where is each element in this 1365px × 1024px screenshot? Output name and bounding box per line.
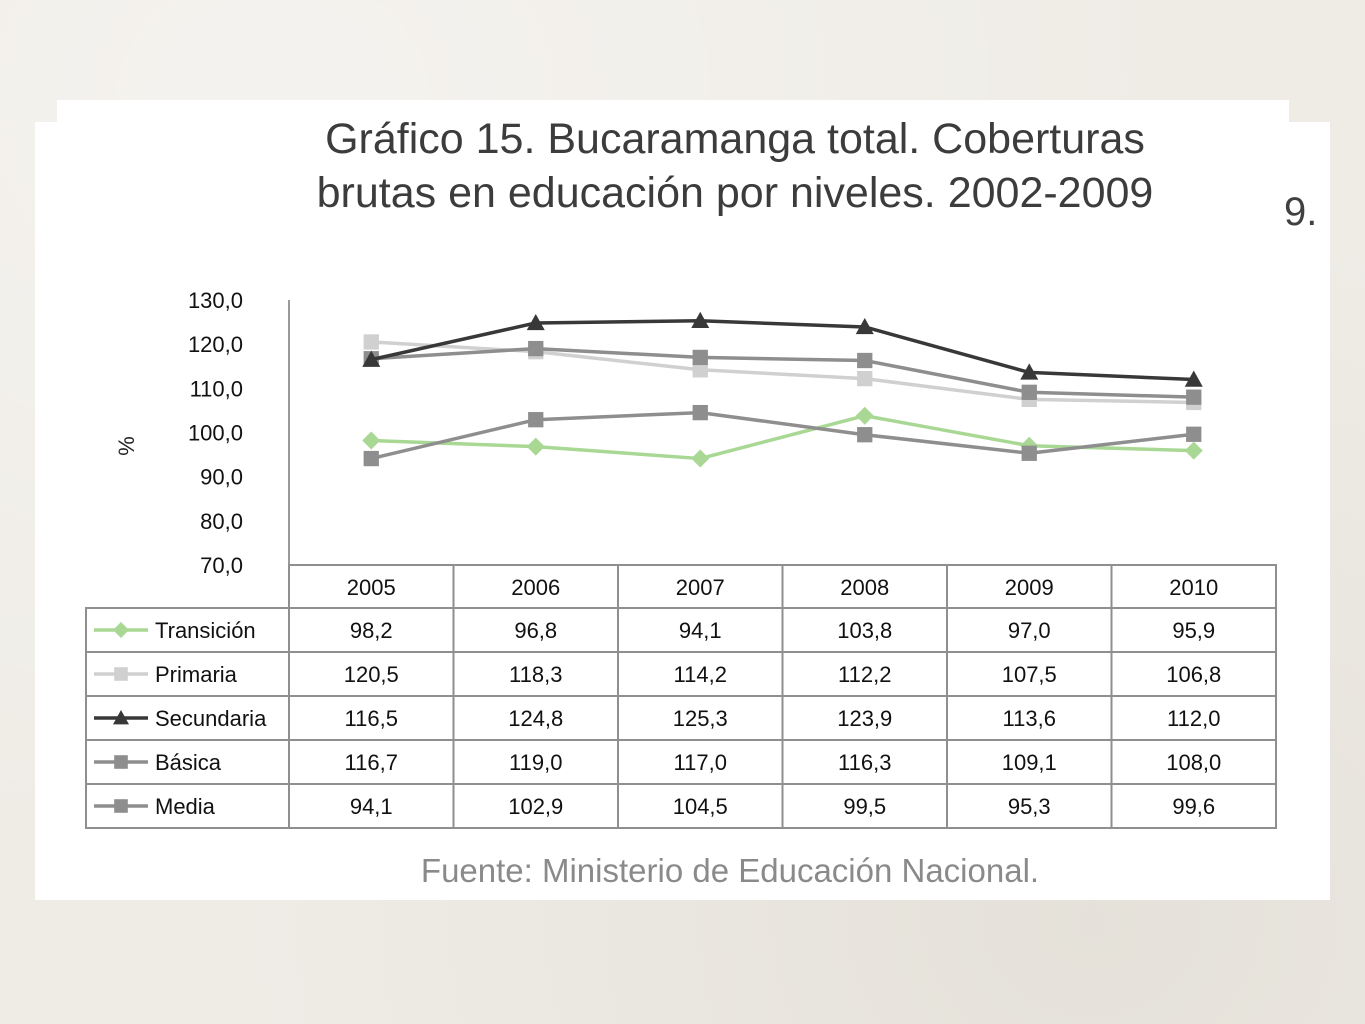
title-line-1: Gráfico 15. Bucaramanga total. Cobertura… bbox=[325, 115, 1145, 163]
x-category-label: 2007 bbox=[676, 575, 725, 600]
data-point bbox=[526, 437, 545, 456]
data-label: 108,0 bbox=[1166, 750, 1221, 775]
data-point bbox=[855, 317, 874, 335]
y-tick-label: 110,0 bbox=[190, 376, 243, 401]
source-note: Fuente: Ministerio de Educación Nacional… bbox=[420, 852, 1040, 889]
legend-label: Transición bbox=[155, 618, 256, 643]
data-point bbox=[692, 362, 708, 378]
x-category-label: 2010 bbox=[1169, 575, 1218, 600]
data-point bbox=[528, 412, 544, 428]
legend-marker bbox=[113, 622, 129, 638]
data-label: 98,2 bbox=[350, 618, 393, 643]
data-label: 116,5 bbox=[345, 706, 398, 731]
series-line-0 bbox=[371, 413, 1194, 461]
legend-marker bbox=[114, 755, 128, 769]
y-tick-label: 70,0 bbox=[200, 553, 243, 578]
data-point bbox=[857, 370, 873, 387]
data-label: 94,1 bbox=[679, 618, 722, 643]
data-label: 95,9 bbox=[1172, 618, 1215, 643]
data-point bbox=[362, 350, 381, 367]
data-label: 102,9 bbox=[508, 794, 563, 819]
data-point bbox=[1184, 441, 1203, 460]
y-tick-label: 80,0 bbox=[200, 509, 243, 534]
data-point bbox=[691, 311, 710, 328]
data-label: 113,6 bbox=[1003, 706, 1056, 731]
series-line-4 bbox=[370, 410, 1194, 461]
chart-title: Gráfico 15. Bucaramanga total. Cobertura… bbox=[230, 112, 1240, 220]
data-point bbox=[363, 334, 379, 350]
data-label: 116,7 bbox=[345, 750, 398, 775]
data-point bbox=[1186, 389, 1202, 405]
data-point bbox=[1021, 445, 1037, 461]
data-point bbox=[1020, 363, 1039, 380]
data-label: 94,1 bbox=[350, 794, 393, 819]
data-label: 118,3 bbox=[509, 662, 562, 687]
stray-text: 9. bbox=[1284, 190, 1318, 234]
data-point bbox=[363, 450, 379, 467]
title-line-2: brutas en educación por niveles. 2002-20… bbox=[316, 169, 1154, 217]
legend-marker bbox=[114, 667, 128, 681]
data-label: 120,5 bbox=[344, 662, 399, 687]
legend-marker bbox=[113, 710, 129, 725]
data-label: 99,6 bbox=[1172, 794, 1215, 819]
data-label: 125,3 bbox=[673, 706, 728, 731]
data-point bbox=[528, 340, 544, 357]
y-tick-label: 120,0 bbox=[188, 332, 243, 357]
data-label: 99,5 bbox=[843, 794, 886, 819]
series-line-3 bbox=[371, 346, 1194, 399]
x-category-label: 2005 bbox=[347, 575, 396, 600]
data-point bbox=[1186, 426, 1202, 442]
x-category-label: 2006 bbox=[511, 575, 560, 600]
legend-label: Media bbox=[155, 794, 216, 819]
y-tick-label: 130,0 bbox=[188, 288, 243, 313]
series-line-2 bbox=[370, 319, 1194, 382]
data-label: 103,8 bbox=[837, 618, 892, 643]
data-point bbox=[691, 449, 710, 468]
x-category-label: 2009 bbox=[1005, 575, 1054, 600]
legend-marker bbox=[114, 799, 128, 813]
data-point bbox=[692, 404, 708, 421]
data-label: 104,5 bbox=[673, 794, 728, 819]
data-label: 97,0 bbox=[1008, 618, 1051, 643]
data-label: 96,8 bbox=[514, 618, 557, 643]
y-tick-label: 100,0 bbox=[188, 421, 243, 446]
data-label: 119,0 bbox=[509, 750, 562, 775]
legend-label: Secundaria bbox=[155, 706, 267, 731]
data-point bbox=[692, 349, 708, 366]
data-label: 112,2 bbox=[838, 662, 891, 687]
data-point bbox=[526, 313, 545, 331]
data-label: 95,3 bbox=[1008, 794, 1051, 819]
data-label: 107,5 bbox=[1002, 662, 1057, 687]
y-tick-label: 90,0 bbox=[200, 465, 243, 490]
data-label: 106,8 bbox=[1166, 662, 1221, 687]
data-label: 109,1 bbox=[1002, 750, 1057, 775]
data-label: 123,9 bbox=[837, 706, 892, 731]
data-point bbox=[857, 427, 873, 443]
legend-label: Primaria bbox=[155, 662, 238, 687]
data-point bbox=[1184, 370, 1203, 387]
data-label: 117,0 bbox=[674, 750, 727, 775]
slide-card bbox=[35, 122, 1330, 900]
data-point bbox=[857, 352, 873, 369]
data-label: 112,0 bbox=[1167, 706, 1220, 731]
table-body-frame bbox=[85, 607, 1277, 829]
data-point bbox=[855, 406, 874, 425]
data-point bbox=[362, 431, 381, 450]
data-label: 116,3 bbox=[838, 750, 891, 775]
x-category-label: 2008 bbox=[840, 575, 889, 600]
data-label: 124,8 bbox=[508, 706, 563, 731]
data-point bbox=[1021, 384, 1037, 400]
legend-label: Básica bbox=[155, 750, 222, 775]
data-label: 114,2 bbox=[674, 662, 727, 687]
